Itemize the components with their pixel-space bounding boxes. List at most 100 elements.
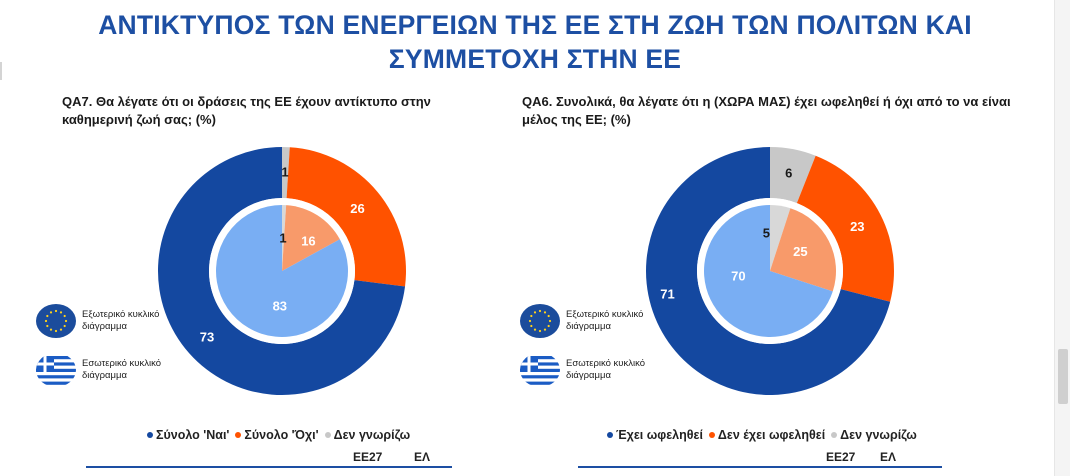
star-mark bbox=[543, 328, 547, 331]
star-mark bbox=[59, 328, 63, 331]
outer-slice-0 bbox=[157, 147, 406, 395]
legend-qa7: Σύνολο 'Ναι' Σύνολο 'Όχι' Δεν γνωρίζω bbox=[147, 428, 410, 442]
star-mark bbox=[538, 309, 542, 313]
inner-value-label: 5 bbox=[763, 226, 770, 241]
eu-flag-icon bbox=[520, 304, 560, 338]
donut-chart-qa6: 71 23 6 70 25 5 bbox=[645, 147, 894, 395]
legend-label: Δεν γνωρίζω bbox=[333, 428, 411, 442]
flag-stripe bbox=[520, 362, 560, 366]
left-edge-marker bbox=[0, 62, 2, 80]
legend-dot bbox=[831, 432, 838, 438]
outer-slice-2 bbox=[770, 147, 816, 204]
legend-dot bbox=[708, 432, 715, 438]
outer-value-label: 23 bbox=[850, 219, 864, 234]
legend-item: Έχει ωφεληθεί bbox=[607, 428, 703, 442]
footer-rule-right bbox=[578, 466, 942, 468]
outer-slice-2 bbox=[282, 147, 290, 199]
star-mark bbox=[547, 324, 550, 328]
star-mark bbox=[46, 324, 49, 328]
greek-flag-icon bbox=[520, 353, 560, 387]
scrollbar-thumb[interactable] bbox=[1058, 349, 1068, 404]
legend-dot bbox=[607, 432, 613, 438]
legend-label: Έχει ωφεληθεί bbox=[616, 428, 703, 442]
vertical-scrollbar[interactable] bbox=[1054, 0, 1070, 476]
outer-value-label: 6 bbox=[785, 165, 792, 180]
star-mark bbox=[533, 328, 537, 331]
outer-value-label: 26 bbox=[350, 201, 364, 216]
legend-item: Δεν έχει ωφεληθεί bbox=[708, 428, 826, 442]
star-mark bbox=[533, 311, 537, 314]
outer-slice-1 bbox=[286, 147, 406, 287]
legend-dot bbox=[324, 432, 331, 438]
star-mark bbox=[44, 319, 48, 323]
inner-value-label: 70 bbox=[731, 269, 745, 284]
star-mark bbox=[538, 329, 542, 333]
flag-stripe bbox=[520, 356, 560, 360]
star-mark bbox=[54, 309, 58, 313]
key-inner-right: Εσωτερικό κυκλικό διάγραμμα bbox=[520, 353, 686, 387]
legend-item: Δεν γνωρίζω bbox=[831, 428, 917, 442]
inner-value-label: 25 bbox=[793, 244, 807, 259]
star-mark bbox=[528, 319, 532, 323]
inner-value-label: 1 bbox=[279, 231, 286, 246]
star-mark bbox=[63, 314, 66, 318]
legend-item: Δεν γνωρίζω bbox=[324, 428, 411, 442]
legend-label: Δεν έχει ωφεληθεί bbox=[717, 428, 826, 442]
flag-background bbox=[36, 304, 76, 338]
flag-stripe bbox=[520, 368, 560, 372]
star-mark bbox=[46, 314, 49, 318]
legend-dot bbox=[147, 432, 153, 438]
star-mark bbox=[49, 311, 53, 314]
legend-qa6: Έχει ωφεληθεί Δεν έχει ωφεληθεί Δεν γνωρ… bbox=[607, 428, 917, 442]
star-mark bbox=[547, 314, 550, 318]
eu-flag-icon bbox=[36, 304, 76, 338]
legend-item: Σύνολο 'Όχι' bbox=[235, 428, 319, 442]
footer-eu27-right: ΕΕ27 bbox=[826, 450, 856, 464]
inner-value-label: 16 bbox=[301, 233, 315, 248]
flag-stripe bbox=[520, 375, 560, 379]
key-inner-left: Εσωτερικό κυκλικό διάγραμμα bbox=[36, 353, 202, 387]
star-mark bbox=[59, 311, 63, 314]
legend-item: Σύνολο 'Ναι' bbox=[147, 428, 229, 442]
footer-gr-right: ΕΛ bbox=[880, 450, 897, 464]
outer-slice-1 bbox=[796, 155, 894, 302]
star-mark bbox=[530, 314, 533, 318]
outer-value-label: 1 bbox=[281, 165, 288, 180]
flag-stripe bbox=[520, 381, 560, 385]
footer-eu27-left: ΕΕ27 bbox=[353, 450, 383, 464]
flag-stripe bbox=[36, 381, 76, 385]
flag-stripe bbox=[36, 356, 76, 360]
key-outer-right: Εξωτερικό κυκλικό διάγραμμα bbox=[520, 304, 686, 338]
key-outer-left: Εξωτερικό κυκλικό διάγραμμα bbox=[36, 304, 202, 338]
flag-cross bbox=[36, 362, 54, 366]
flag-stripe bbox=[36, 375, 76, 379]
inner-slice-0 bbox=[216, 205, 348, 338]
inner-slice-2 bbox=[282, 205, 287, 271]
greek-flag-icon bbox=[36, 353, 76, 387]
star-mark bbox=[543, 311, 547, 314]
outer-value-label: 73 bbox=[200, 330, 214, 345]
legend-dot bbox=[235, 432, 242, 438]
key-outer-label: Εξωτερικό κυκλικό διάγραμμα bbox=[82, 309, 160, 332]
outer-value-label: 71 bbox=[660, 286, 674, 301]
star-mark bbox=[530, 324, 533, 328]
footer-rule-left bbox=[86, 466, 452, 468]
inner-slice-1 bbox=[282, 205, 340, 271]
key-inner-label: Εσωτερικό κυκλικό διάγραμμα bbox=[82, 358, 162, 381]
inner-slice-1 bbox=[770, 208, 836, 292]
outer-slice-0 bbox=[645, 147, 891, 395]
footer-gr-left: ΕΛ bbox=[414, 450, 431, 464]
star-mark bbox=[49, 328, 53, 331]
question-qa6: QA6. Συνολικά, θα λέγατε ότι η (ΧΩΡΑ ΜΑΣ… bbox=[522, 94, 1011, 127]
flag-cross bbox=[520, 362, 538, 366]
star-mark bbox=[548, 319, 552, 323]
key-outer-label: Εξωτερικό κυκλικό διάγραμμα bbox=[566, 309, 644, 332]
flag-background bbox=[520, 304, 560, 338]
legend-label: Δεν γνωρίζω bbox=[840, 428, 917, 442]
page-title: ΑΝΤΙΚΤΥΠΟΣ ΤΩΝ ΕΝΕΡΓΕΙΩΝ ΤΗΣ ΕΕ ΣΤΗ ΖΩΗ … bbox=[98, 10, 972, 74]
inner-value-label: 83 bbox=[273, 298, 287, 313]
key-inner-label: Εσωτερικό κυκλικό διάγραμμα bbox=[566, 358, 646, 381]
star-mark bbox=[63, 324, 66, 328]
flag-stripe bbox=[36, 368, 76, 372]
legend-label: Σύνολο 'Ναι' bbox=[156, 428, 230, 442]
